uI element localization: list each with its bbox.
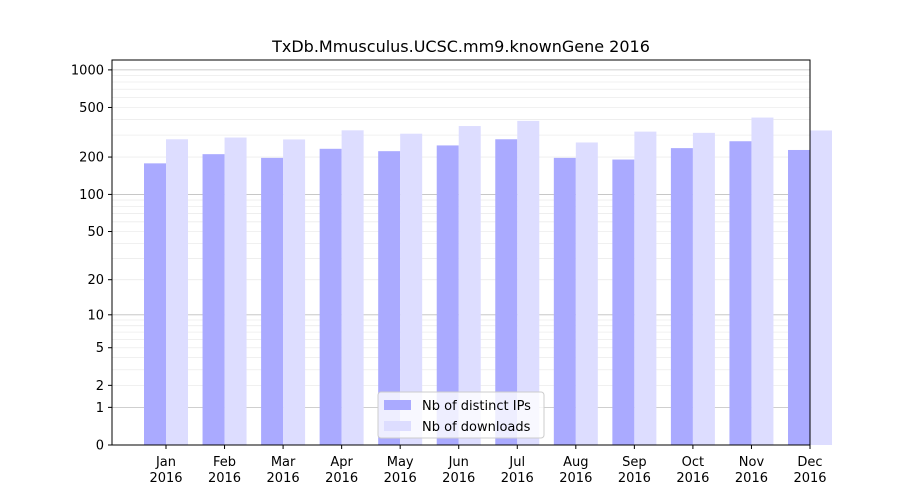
chart-title: TxDb.Mmusculus.UCSC.mm9.knownGene 2016 <box>271 37 650 56</box>
x-tick-label-year: 2016 <box>442 471 475 486</box>
legend-box <box>377 391 545 439</box>
bar-distinct-ips <box>436 145 459 445</box>
x-tick-label-month: Oct <box>682 455 704 470</box>
x-tick-label-year: 2016 <box>208 471 241 486</box>
x-tick-label-year: 2016 <box>793 471 826 486</box>
bar-downloads <box>517 120 540 446</box>
y-tick-label: 1 <box>96 401 104 416</box>
x-tick-label-month: Aug <box>563 455 588 470</box>
x-tick-label-month: Jan <box>155 455 176 470</box>
y-tick-label: 5 <box>96 341 104 356</box>
x-tick-label-year: 2016 <box>618 471 651 486</box>
bar-downloads <box>166 139 188 446</box>
x-tick-label-year: 2016 <box>501 471 534 486</box>
x-tick-label-month: Jul <box>508 455 525 470</box>
legend-swatch <box>384 421 411 431</box>
bar-downloads <box>341 130 364 445</box>
x-tick-label-month: Dec <box>797 455 822 470</box>
bar-distinct-ips <box>378 151 401 445</box>
bar-distinct-ips <box>553 157 576 445</box>
x-tick-label-year: 2016 <box>559 471 592 486</box>
x-tick-label-year: 2016 <box>384 471 417 486</box>
bar-distinct-ips <box>495 139 518 446</box>
x-tick-label-month: Jun <box>448 455 469 470</box>
x-tick-label-month: Nov <box>739 455 765 470</box>
x-tick-label-month: Feb <box>213 455 236 470</box>
bar-downloads <box>751 117 774 445</box>
x-axis-ticks: Jan2016Feb2016Mar2016Apr2016May2016Jun20… <box>149 445 827 486</box>
y-tick-label: 20 <box>87 273 104 288</box>
y-tick-label: 200 <box>79 151 104 166</box>
x-tick-label-month: Apr <box>330 455 353 470</box>
bar-downloads <box>400 133 423 446</box>
x-tick-label-month: Mar <box>271 455 296 470</box>
bar-downloads <box>224 137 247 445</box>
y-tick-label: 50 <box>87 225 104 240</box>
y-tick-label: 500 <box>79 101 104 116</box>
bar-distinct-ips <box>261 157 284 445</box>
y-tick-label: 0 <box>96 439 104 454</box>
x-tick-label-year: 2016 <box>735 471 768 486</box>
y-axis-ticks: 0 1 2 5 10 20 50 100 200 500 1000 <box>71 63 112 454</box>
x-tick-label-month: Sep <box>622 455 647 470</box>
bar-downloads <box>458 126 481 445</box>
bar-distinct-ips <box>319 148 342 445</box>
legend-label: Nb of distinct IPs <box>422 399 531 414</box>
bar-downloads <box>283 139 306 445</box>
legend: Nb of distinct IPs Nb of downloads <box>377 391 545 439</box>
bar-distinct-ips <box>612 159 635 446</box>
bar-downloads <box>575 142 598 446</box>
bar-distinct-ips <box>670 148 693 445</box>
plot-frame <box>111 59 811 446</box>
x-tick-label-year: 2016 <box>267 471 300 486</box>
bar-downloads <box>810 130 832 445</box>
x-tick-label-year: 2016 <box>676 471 709 486</box>
bar-distinct-ips <box>729 141 752 445</box>
legend-swatch <box>384 400 411 410</box>
x-tick-label-year: 2016 <box>325 471 358 486</box>
bar-downloads <box>634 131 657 445</box>
y-tick-label: 10 <box>87 308 104 323</box>
bar-distinct-ips <box>788 149 810 445</box>
bar-downloads <box>692 132 715 446</box>
bar-distinct-ips <box>202 154 225 446</box>
legend-label: Nb of downloads <box>422 420 531 435</box>
x-tick-label-month: May <box>387 455 414 470</box>
bars <box>144 117 832 446</box>
y-tick-label: 1000 <box>71 63 104 78</box>
y-tick-label: 2 <box>96 379 104 394</box>
y-tick-label: 100 <box>79 188 104 203</box>
bar-distinct-ips <box>144 163 166 446</box>
x-tick-label-year: 2016 <box>149 471 182 486</box>
